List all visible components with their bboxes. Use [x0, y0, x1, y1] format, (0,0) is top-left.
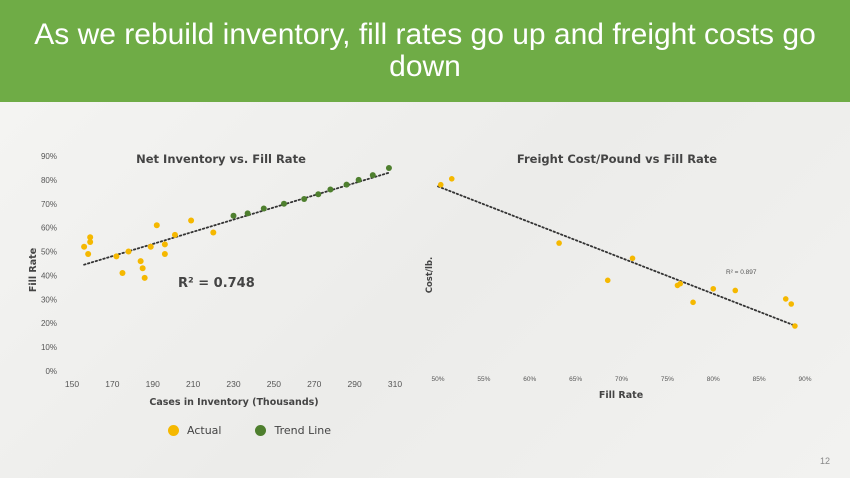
chart2-point-actual: [782, 296, 789, 302]
chart1-y-tick: 50%: [41, 248, 57, 257]
chart1-point-actual: [125, 248, 132, 255]
chart1-y-tick: 90%: [41, 152, 57, 161]
chart1-y-tick: 0%: [45, 367, 57, 376]
chart1-x-tick: 270: [307, 379, 321, 389]
chart1-x-tick: 230: [226, 379, 240, 389]
chart1-point-actual: [171, 231, 178, 238]
chart2-point-actual: [677, 280, 684, 287]
chart1-point-actual: [85, 250, 92, 257]
chart1-point-actual: [161, 250, 168, 257]
chart1-trendline: [83, 171, 390, 266]
chart1-x-tick: 290: [348, 379, 362, 389]
chart1-point-trend: [355, 176, 362, 183]
legend-item-actual: Actual: [168, 424, 221, 437]
chart2-trendline: [437, 185, 797, 327]
chart1-y-tick: 20%: [41, 319, 57, 328]
chart2-point-actual: [710, 285, 717, 292]
chart1-point-trend: [301, 196, 308, 202]
chart1-point-trend: [230, 212, 237, 219]
chart1-point-actual: [153, 222, 160, 229]
chart2-x-tick: 85%: [753, 376, 766, 383]
chart1-x-label: Cases in Inventory (Thousands): [149, 397, 318, 408]
chart2-x-tick: 55%: [477, 376, 490, 383]
chart2-point-actual: [604, 277, 611, 284]
chart2-point-actual: [788, 301, 795, 307]
chart2-x-tick: 50%: [431, 376, 444, 383]
chart1-point-actual: [81, 243, 88, 250]
chart2-title: Freight Cost/Pound vs Fill Rate: [517, 152, 717, 166]
chart1-x-tick: 210: [186, 379, 200, 389]
legend-trend-marker: [255, 425, 267, 436]
chart1-y-tick: 80%: [41, 176, 57, 185]
chart2-y-label: Cost/lb.: [425, 257, 435, 294]
chart2-x-tick: 90%: [798, 376, 811, 383]
chart1-x-tick: 190: [146, 379, 160, 389]
chart1-x-tick: 310: [388, 379, 402, 389]
chart2-point-actual: [556, 240, 562, 246]
chart1-point-actual: [87, 239, 94, 245]
slide-content: [0, 102, 850, 478]
chart1-point-actual: [137, 258, 144, 265]
chart2-point-actual: [792, 323, 798, 329]
chart1-point-actual: [210, 229, 217, 236]
chart1-point-actual: [141, 274, 148, 281]
chart1-point-actual: [147, 243, 154, 250]
legend: Actual Trend Line: [168, 424, 331, 437]
legend-actual-label: Actual: [187, 424, 222, 437]
chart1-point-actual: [161, 241, 168, 248]
chart2-point-actual: [690, 299, 696, 306]
chart1-x-tick: 150: [65, 379, 79, 389]
chart1-y-label: Fill Rate: [28, 248, 39, 292]
chart1-title: Net Inventory vs. Fill Rate: [136, 152, 306, 166]
chart1-r2-annotation: R² = 0.748: [178, 276, 255, 291]
chart2-point-actual: [629, 255, 636, 262]
chart2-x-label: Fill Rate: [599, 390, 643, 401]
chart2-x-tick: 75%: [661, 376, 674, 383]
slide-title: As we rebuild inventory, fill rates go u…: [34, 18, 816, 83]
chart2-point-actual: [732, 287, 739, 294]
chart2-x-tick: 80%: [707, 376, 720, 383]
chart2-x-tick: 70%: [615, 376, 628, 383]
chart1-point-actual: [119, 270, 126, 277]
chart2-r2-annotation: R² = 0.897: [726, 269, 757, 276]
chart1-point-trend: [244, 210, 251, 217]
chart1-y-tick: 70%: [41, 200, 57, 209]
chart2-point-actual: [448, 176, 455, 182]
chart1-point-trend: [343, 181, 350, 188]
legend-actual-marker: [168, 425, 179, 436]
legend-item-trend: Trend Line: [255, 424, 331, 437]
chart1-x-tick: 250: [267, 379, 281, 389]
chart1-point-actual: [139, 265, 146, 272]
chart1-point-trend: [385, 164, 392, 171]
chart1-y-tick: 40%: [41, 271, 57, 280]
chart1-point-trend: [369, 172, 376, 179]
legend-trend-label: Trend Line: [274, 424, 331, 437]
chart1-y-tick: 10%: [41, 343, 57, 352]
chart1-point-actual: [113, 253, 120, 260]
chart1-point-trend: [280, 200, 287, 207]
chart1-point-actual: [188, 217, 195, 224]
chart2-x-tick: 60%: [523, 376, 536, 383]
chart1-point-actual: [87, 234, 94, 241]
slide-header: As we rebuild inventory, fill rates go u…: [0, 0, 850, 102]
chart1-y-tick: 60%: [41, 224, 57, 233]
chart1-y-tick: 30%: [41, 295, 57, 304]
chart2-x-tick: 65%: [569, 376, 582, 383]
chart1-x-tick: 170: [105, 379, 119, 389]
page-number: 12: [819, 456, 830, 466]
chart1-point-trend: [315, 191, 322, 198]
chart2-point-actual: [437, 181, 444, 188]
chart1-point-trend: [327, 186, 334, 193]
chart1-point-trend: [260, 205, 267, 212]
